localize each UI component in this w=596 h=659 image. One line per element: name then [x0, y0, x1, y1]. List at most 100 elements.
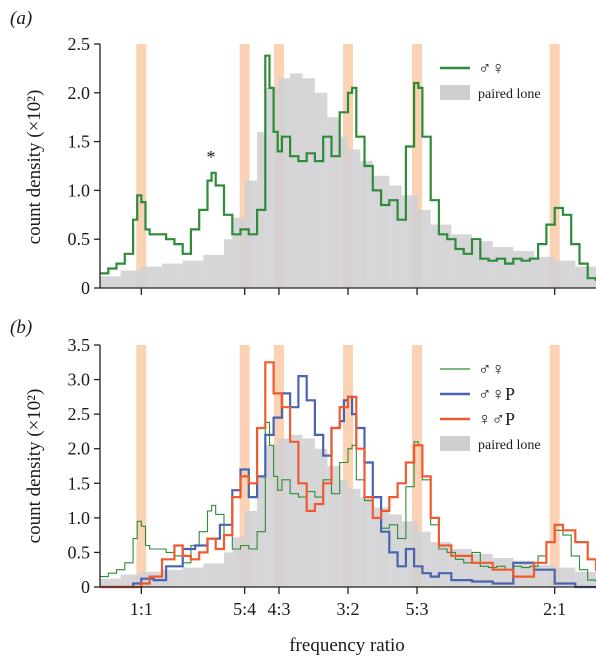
panel-b-legend-label-0: ♂♀	[478, 359, 505, 379]
panel-b-paired-lone-bar	[224, 552, 233, 587]
panel-b-label: (b)	[10, 317, 32, 338]
panel-a-paired-lone-bar	[360, 161, 373, 288]
panel-a-ytick-label: 2.0	[68, 83, 91, 103]
panel-a-ytick-label: 0	[81, 278, 90, 298]
panel-b-legend-swatch-3	[440, 436, 470, 451]
panel-a-paired-lone-bar	[232, 217, 245, 288]
panel-b-band-5	[549, 345, 560, 587]
panel-a-label: (a)	[10, 8, 32, 29]
panel-b-paired-lone-bar	[492, 557, 514, 587]
panel-b-paired-lone-bar	[575, 571, 596, 587]
panel-a-ytick-label: 0.5	[68, 229, 91, 249]
panel-a-band-1	[239, 44, 250, 288]
panel-b-series-fmP-line	[100, 361, 596, 589]
panel-a-paired-lone-bar	[554, 260, 576, 288]
panel-b-paired-lone-bar	[451, 548, 472, 587]
panel-a-paired-lone-bar	[430, 224, 452, 288]
panel-b-legend-label-1: ♂♀P	[478, 384, 515, 404]
panel-b-series-lines	[100, 361, 596, 589]
panel-a-paired-lone-bar	[513, 250, 534, 288]
panel-b-paired-lone-bar	[120, 574, 142, 587]
panel-b-paired-lone-bar	[418, 531, 431, 587]
panel-b-paired-lone-bar	[372, 507, 390, 587]
panel-a-paired-lone-bar	[302, 78, 315, 288]
panel-b-band-1	[239, 345, 250, 587]
panel-a-paired-lone-bar	[290, 73, 303, 288]
panel-a-paired-lone-bar	[182, 260, 204, 288]
panel-b-paired-lone-bar	[360, 497, 373, 587]
panel-a-paired-lone-bar	[401, 195, 419, 288]
panel-b-paired-lone-bar	[327, 466, 340, 587]
panel-b-band-0	[136, 345, 147, 587]
panel-a-band-0	[136, 44, 147, 288]
panel-b-ytick-label: 2.0	[68, 439, 91, 459]
panel-b-ytick-label: 3.5	[68, 335, 91, 355]
panel-b-paired-lone-bar	[302, 438, 315, 587]
panel-b-paired-lone-bar	[203, 563, 224, 587]
panel-a-series-lines	[100, 54, 596, 282]
panel-a-ytick-label: 1.5	[68, 132, 91, 152]
panel-b-paired-lone-bar	[389, 514, 402, 587]
panel-b: 0 0.5 1.0 1.5 2.0 2.5 3.0 3.5 1:1 5:4 4:3 3:2 5:3 2:1…	[10, 317, 596, 656]
panel-b-paired-lone-bar	[290, 434, 303, 587]
panel-a-paired-lone-bar	[277, 78, 291, 288]
panel-a-annotation-asterisk: *	[207, 147, 216, 167]
panel-a-band-4	[412, 44, 423, 288]
panel-a-paired-lone-bar	[162, 263, 183, 288]
panel-a-paired-lone-bar	[203, 254, 224, 288]
panel-a-axes: 0 0.5 1.0 1.5 2.0 2.5	[68, 34, 596, 298]
panel-b-paired-lone-bar	[513, 560, 534, 587]
panel-a-paired-lone-bar	[100, 276, 121, 288]
panel-b-paired-lone-bar	[277, 438, 291, 587]
panel-b-xtick-label: 1:1	[130, 599, 153, 619]
panel-b-ylabel: count density (×10²)	[24, 389, 45, 544]
panel-a-paired-lone-bar	[265, 87, 278, 288]
panel-a-paired-lone-bar	[120, 270, 142, 288]
panel-a-paired-lone-bar	[472, 241, 493, 288]
panel-b-ytick-label: 2.5	[68, 404, 91, 424]
panel-b-xtick-label: 2:1	[543, 599, 566, 619]
panel-b-band-4	[412, 345, 423, 587]
panel-a-ytick-label: 1.0	[68, 180, 91, 200]
panel-a-legend: ♂♀ paired lone	[440, 58, 541, 102]
panel-a-paired-lone-bar	[372, 175, 390, 288]
panel-b-xlabel: frequency ratio	[289, 635, 405, 656]
panel-a-paired-lone-bar	[327, 117, 340, 288]
panel-a-ytick-label: 2.5	[68, 34, 91, 54]
panel-b-band-3	[343, 345, 353, 587]
panel-b-xtick-label: 3:2	[336, 599, 359, 619]
panel-b-paired-lone-bar	[100, 578, 121, 587]
panel-a-series-mf-line	[100, 54, 596, 282]
panel-b-paired-lone-bar	[182, 567, 204, 587]
panel-b-paired-lone-bar	[265, 445, 278, 587]
panel-b-ytick-label: 1.5	[68, 473, 91, 493]
panel-a-legend-swatch-1	[440, 85, 470, 100]
panel-a-paired-lone-bar	[575, 266, 596, 288]
panel-b-paired-lone-bar	[232, 537, 245, 587]
panel-a-paired-lone-bar	[339, 136, 348, 288]
panel-b-xtick-label: 4:3	[267, 599, 290, 619]
panel-a: 0 0.5 1.0 1.5 2.0 2.5 ♂♀ paired lone (a) count…	[10, 8, 596, 298]
panel-a-paired-lone-histogram	[100, 73, 596, 288]
panel-a-paired-lone-bar	[224, 239, 233, 288]
panel-a-paired-lone-bar	[314, 92, 328, 288]
panel-b-paired-lone-bar	[554, 567, 576, 587]
panel-b-legend-label-2: ♀♂P	[478, 409, 515, 429]
panel-a-ylabel: count density (×10²)	[24, 90, 45, 245]
panel-b-paired-lone-bar	[348, 488, 361, 587]
panel-a-legend-label-1: paired lone	[478, 87, 541, 102]
panel-b-ytick-label: 1.0	[68, 508, 91, 528]
panel-b-ytick-label: 0.5	[68, 542, 91, 562]
panel-b-paired-lone-bar	[534, 564, 555, 587]
panel-a-paired-lone-bar	[348, 149, 361, 288]
panel-b-axes: 0 0.5 1.0 1.5 2.0 2.5 3.0 3.5 1:1 5:4 4:3 3:2 5:3 2:1	[68, 335, 596, 619]
panel-a-paired-lone-bar	[492, 247, 514, 288]
panel-a-band-5	[549, 44, 560, 288]
panel-b-paired-lone-bar	[401, 521, 419, 587]
panel-a-paired-lone-bar	[534, 256, 555, 288]
panel-b-xtick-label: 5:3	[406, 599, 429, 619]
panel-a-paired-lone-bar	[141, 266, 162, 288]
panel-b-xtick-label: 5:4	[233, 599, 256, 619]
panel-b-ytick-label: 3.0	[68, 370, 91, 390]
